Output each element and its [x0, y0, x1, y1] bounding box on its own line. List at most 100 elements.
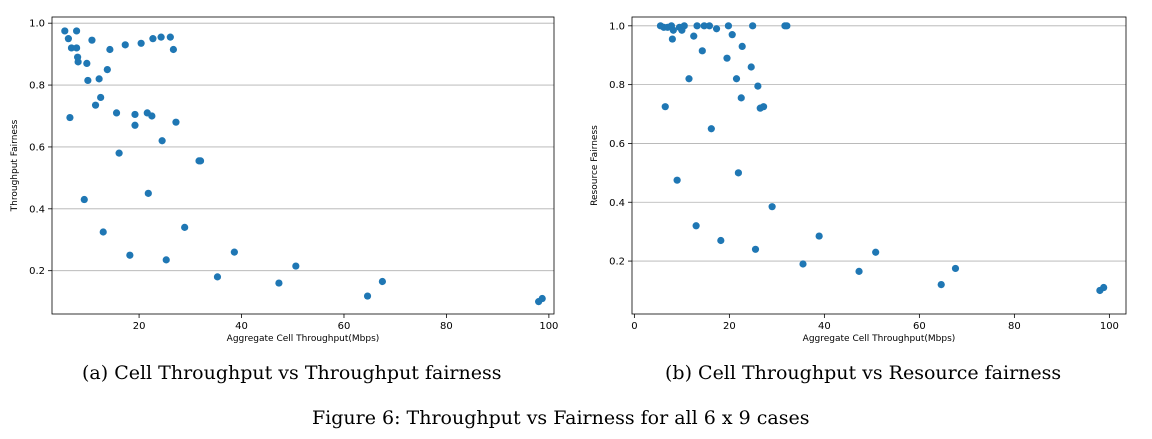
y-tick-label: 0.8	[29, 81, 45, 92]
data-point	[732, 75, 741, 83]
data-point	[749, 22, 757, 30]
y-tick-label: 1.0	[29, 19, 45, 30]
data-point	[275, 279, 283, 287]
data-point	[768, 203, 776, 211]
data-point	[148, 112, 156, 120]
y-tick-label: 0.6	[609, 139, 625, 150]
data-point	[131, 110, 139, 119]
data-point	[67, 44, 76, 52]
data-point	[668, 35, 676, 43]
x-tick-label: 20	[723, 321, 736, 332]
scatter-plot-b: 0.2 0.4 0.6 0.8 1.0 0 20 40 60 80 100 Aggregate Cel…	[590, 16, 1127, 344]
data-point	[717, 236, 725, 245]
data-point	[158, 137, 166, 145]
y-axis-label-b: Resource Fairness	[590, 125, 600, 206]
data-point	[712, 25, 721, 33]
data-point	[734, 169, 742, 177]
x-tick-label: 80	[1008, 321, 1021, 332]
data-point	[84, 76, 92, 85]
data-point	[112, 109, 121, 117]
data-point	[872, 248, 880, 256]
data-point	[137, 39, 145, 47]
x-axis-label-b: Aggregate Cell Throughput(Mbps)	[803, 334, 956, 344]
data-point	[673, 176, 681, 184]
data-point	[724, 22, 733, 30]
subplot-caption-b: (b) Cell Throughput vs Resource fairness	[665, 362, 1062, 384]
data-point	[126, 251, 134, 259]
data-point	[799, 260, 807, 268]
scatter-plot-a: 0.2 0.4 0.6 0.8 1.0 20 40 60 80 100 Aggregate Cell…	[10, 16, 558, 344]
subplot-caption-a: (a) Cell Throughput vs Throughput fairne…	[82, 362, 502, 384]
data-point	[855, 267, 863, 275]
data-point	[685, 75, 693, 83]
data-point	[707, 125, 715, 133]
data-point	[72, 44, 81, 52]
x-tick-label: 40	[235, 321, 248, 332]
data-point	[61, 27, 69, 35]
data-point	[131, 121, 139, 129]
x-tick-label: 0	[631, 321, 637, 332]
x-tick-label: 60	[338, 321, 351, 332]
y-tick-label: 0.8	[609, 80, 625, 91]
x-tick-label: 100	[1100, 321, 1119, 332]
data-point	[751, 245, 760, 253]
data-point	[213, 273, 222, 281]
data-point	[951, 264, 960, 273]
y-tick-label: 0.4	[609, 198, 625, 209]
y-tick-label: 1.0	[609, 21, 625, 32]
x-tick-label: 60	[913, 321, 926, 332]
data-point	[705, 22, 714, 30]
y-tick-label: 0.2	[29, 266, 45, 277]
data-point	[166, 33, 174, 41]
data-point	[759, 103, 768, 111]
data-point	[149, 35, 157, 43]
data-point	[157, 33, 165, 41]
data-point	[378, 277, 386, 286]
data-point	[88, 36, 96, 44]
y-tick-label: 0.6	[29, 142, 45, 153]
data-point	[669, 26, 677, 34]
data-point	[181, 223, 189, 231]
x-tick-label: 40	[818, 321, 831, 332]
data-point	[74, 58, 82, 66]
y-axis-label-a: Throughput Fairness	[10, 119, 20, 212]
data-point	[754, 82, 762, 90]
data-point	[937, 280, 945, 289]
y-tick-label: 0.4	[29, 204, 45, 215]
data-point	[680, 22, 688, 30]
data-point	[64, 35, 72, 43]
data-point	[661, 103, 669, 111]
data-point	[738, 42, 746, 51]
data-point	[66, 113, 74, 122]
data-point	[1100, 283, 1108, 292]
plot-frame-a	[51, 16, 555, 315]
data-point	[106, 45, 114, 54]
data-point	[783, 22, 791, 30]
data-point	[172, 118, 180, 126]
data-point	[83, 59, 91, 68]
x-tick-label: 80	[440, 321, 453, 332]
data-point	[815, 232, 823, 240]
data-point	[728, 31, 736, 39]
x-axis-label-a: Aggregate Cell Throughput(Mbps)	[227, 334, 380, 344]
data-point	[95, 75, 103, 83]
data-point	[169, 45, 178, 54]
plot-frame-b	[631, 16, 1127, 315]
data-point	[230, 248, 238, 256]
data-point	[693, 22, 701, 30]
data-point	[91, 101, 100, 109]
data-point	[115, 149, 123, 157]
x-tick-label: 20	[133, 321, 146, 332]
data-point	[737, 94, 745, 102]
y-tick-label: 0.2	[609, 257, 625, 268]
data-point	[99, 228, 107, 236]
data-point	[292, 262, 300, 270]
data-point	[97, 93, 105, 102]
figure-caption: Figure 6: Throughput vs Fairness for all…	[312, 407, 810, 429]
data-point	[700, 22, 708, 30]
data-point	[121, 41, 129, 49]
data-point	[72, 27, 81, 35]
data-point	[698, 47, 706, 55]
data-point	[162, 256, 170, 264]
x-tick-label: 100	[539, 321, 558, 332]
